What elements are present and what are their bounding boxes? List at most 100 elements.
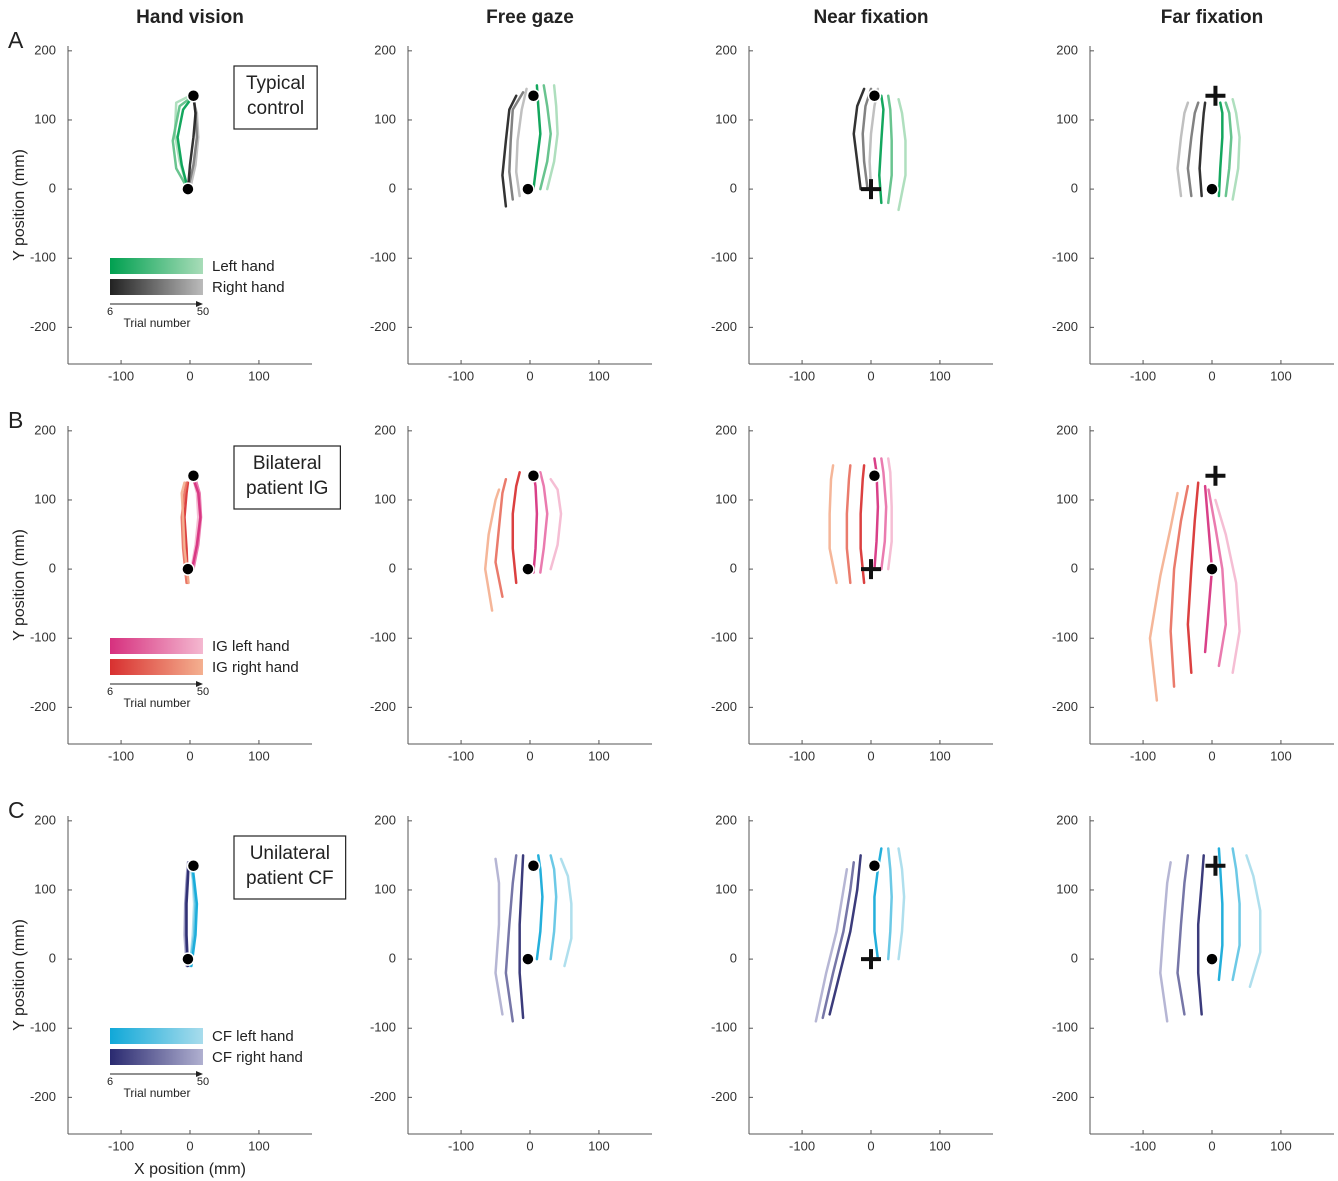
x-tick-label: 100: [1270, 368, 1292, 383]
row-label: Typical: [246, 73, 305, 94]
trajectory: [868, 87, 880, 191]
y-tick-label: -200: [30, 699, 56, 714]
target-dot: [526, 859, 541, 873]
trial-end: 50: [197, 1076, 209, 1088]
target-dot: [867, 89, 882, 103]
y-tick-label: 0: [730, 951, 737, 966]
row-label-box: Bilateral patient IG: [233, 445, 341, 510]
trajectory: [845, 464, 852, 585]
y-tick-label: 0: [389, 181, 396, 196]
y-tick-label: -200: [1052, 319, 1078, 334]
x-tick-label: 100: [1270, 748, 1292, 763]
trajectory: [1214, 498, 1241, 675]
y-tick-label: 0: [49, 951, 56, 966]
y-tick-label: -100: [711, 250, 737, 265]
target-dot: [181, 182, 195, 196]
y-tick-label: -100: [1052, 1020, 1078, 1035]
y-tick-label: 100: [34, 111, 56, 126]
y-tick-label: 0: [730, 181, 737, 196]
trial-start: 6: [107, 686, 113, 698]
x-axis-label: X position (mm): [134, 1161, 246, 1178]
target-dot: [186, 469, 201, 483]
x-tick-label: -100: [108, 748, 134, 763]
y-tick-label: 100: [374, 491, 396, 506]
trajectory: [494, 857, 504, 1016]
y-tick-label: -200: [30, 1089, 56, 1104]
x-tick-label: 100: [929, 1138, 951, 1153]
trajectory: [1224, 101, 1233, 198]
legend-label: Left hand: [212, 258, 275, 275]
y-tick-label: 200: [1056, 422, 1078, 437]
y-tick-label: -100: [30, 250, 56, 265]
x-tick-label: 100: [248, 368, 270, 383]
trajectory: [504, 854, 518, 1023]
trajectory: [559, 857, 573, 968]
y-tick-label: 100: [34, 881, 56, 896]
y-tick-label: 0: [1071, 561, 1078, 576]
y-tick-label: -100: [1052, 250, 1078, 265]
x-tick-label: 0: [186, 748, 193, 763]
y-tick-label: -100: [370, 630, 396, 645]
y-tick-label: 100: [715, 491, 737, 506]
trial-start: 6: [107, 306, 113, 318]
trajectory: [549, 477, 563, 571]
target-dot: [1205, 562, 1219, 576]
trajectory: [514, 87, 528, 198]
trajectory: [1196, 854, 1205, 1016]
row-label-box: Typical control: [233, 65, 318, 130]
target-dot: [1205, 952, 1219, 966]
y-tick-label: 0: [1071, 181, 1078, 196]
legend-label: CF right hand: [212, 1049, 303, 1066]
legend-swatch: [110, 659, 203, 675]
target-dot: [186, 859, 201, 873]
trajectory: [190, 477, 202, 571]
y-tick-label: 200: [715, 422, 737, 437]
legend-label: CF left hand: [212, 1028, 294, 1045]
trial-label: Trial number: [124, 696, 191, 710]
trajectory: [545, 84, 559, 191]
x-tick-label: 0: [1208, 1138, 1215, 1153]
target-dot: [521, 182, 535, 196]
trial-start: 6: [107, 1076, 113, 1088]
trajectory: [897, 97, 907, 212]
trajectory: [1245, 854, 1262, 989]
trajectory: [886, 847, 893, 961]
trajectory: [508, 91, 525, 201]
trajectory: [859, 464, 866, 585]
target-dot: [521, 952, 535, 966]
trajectory: [880, 457, 888, 571]
target-dot: [526, 89, 541, 103]
y-tick-label: 100: [34, 491, 56, 506]
x-tick-label: 100: [1270, 1138, 1292, 1153]
target-dot: [867, 469, 882, 483]
trial-label: Trial number: [124, 1086, 191, 1100]
trajectory: [897, 847, 906, 961]
y-tick-label: 100: [374, 881, 396, 896]
x-tick-label: -100: [1130, 368, 1156, 383]
target-dot: [1205, 182, 1219, 196]
trajectory: [171, 94, 195, 191]
y-axis-label: Y position (mm): [11, 149, 28, 261]
trajectory: [852, 87, 866, 191]
fixation-cross: [861, 949, 881, 970]
y-tick-label: 100: [1056, 491, 1078, 506]
trajectory: [861, 87, 873, 191]
trajectory: [1231, 97, 1241, 201]
y-tick-label: -100: [370, 1020, 396, 1035]
y-tick-label: -100: [711, 630, 737, 645]
x-tick-label: -100: [789, 1138, 815, 1153]
x-tick-label: 0: [186, 1138, 193, 1153]
target-dot: [521, 562, 535, 576]
legend-swatch: [110, 258, 203, 274]
legend-swatch: [110, 1049, 203, 1065]
trajectory: [185, 861, 190, 968]
label-frame: [233, 445, 341, 510]
x-tick-label: -100: [448, 368, 474, 383]
y-tick-label: 200: [1056, 42, 1078, 57]
trial-end: 50: [197, 306, 209, 318]
y-tick-label: 200: [1056, 812, 1078, 827]
x-tick-label: 100: [588, 368, 610, 383]
y-tick-label: 200: [374, 42, 396, 57]
fixation-cross: [1205, 465, 1226, 486]
y-tick-label: 200: [715, 812, 737, 827]
